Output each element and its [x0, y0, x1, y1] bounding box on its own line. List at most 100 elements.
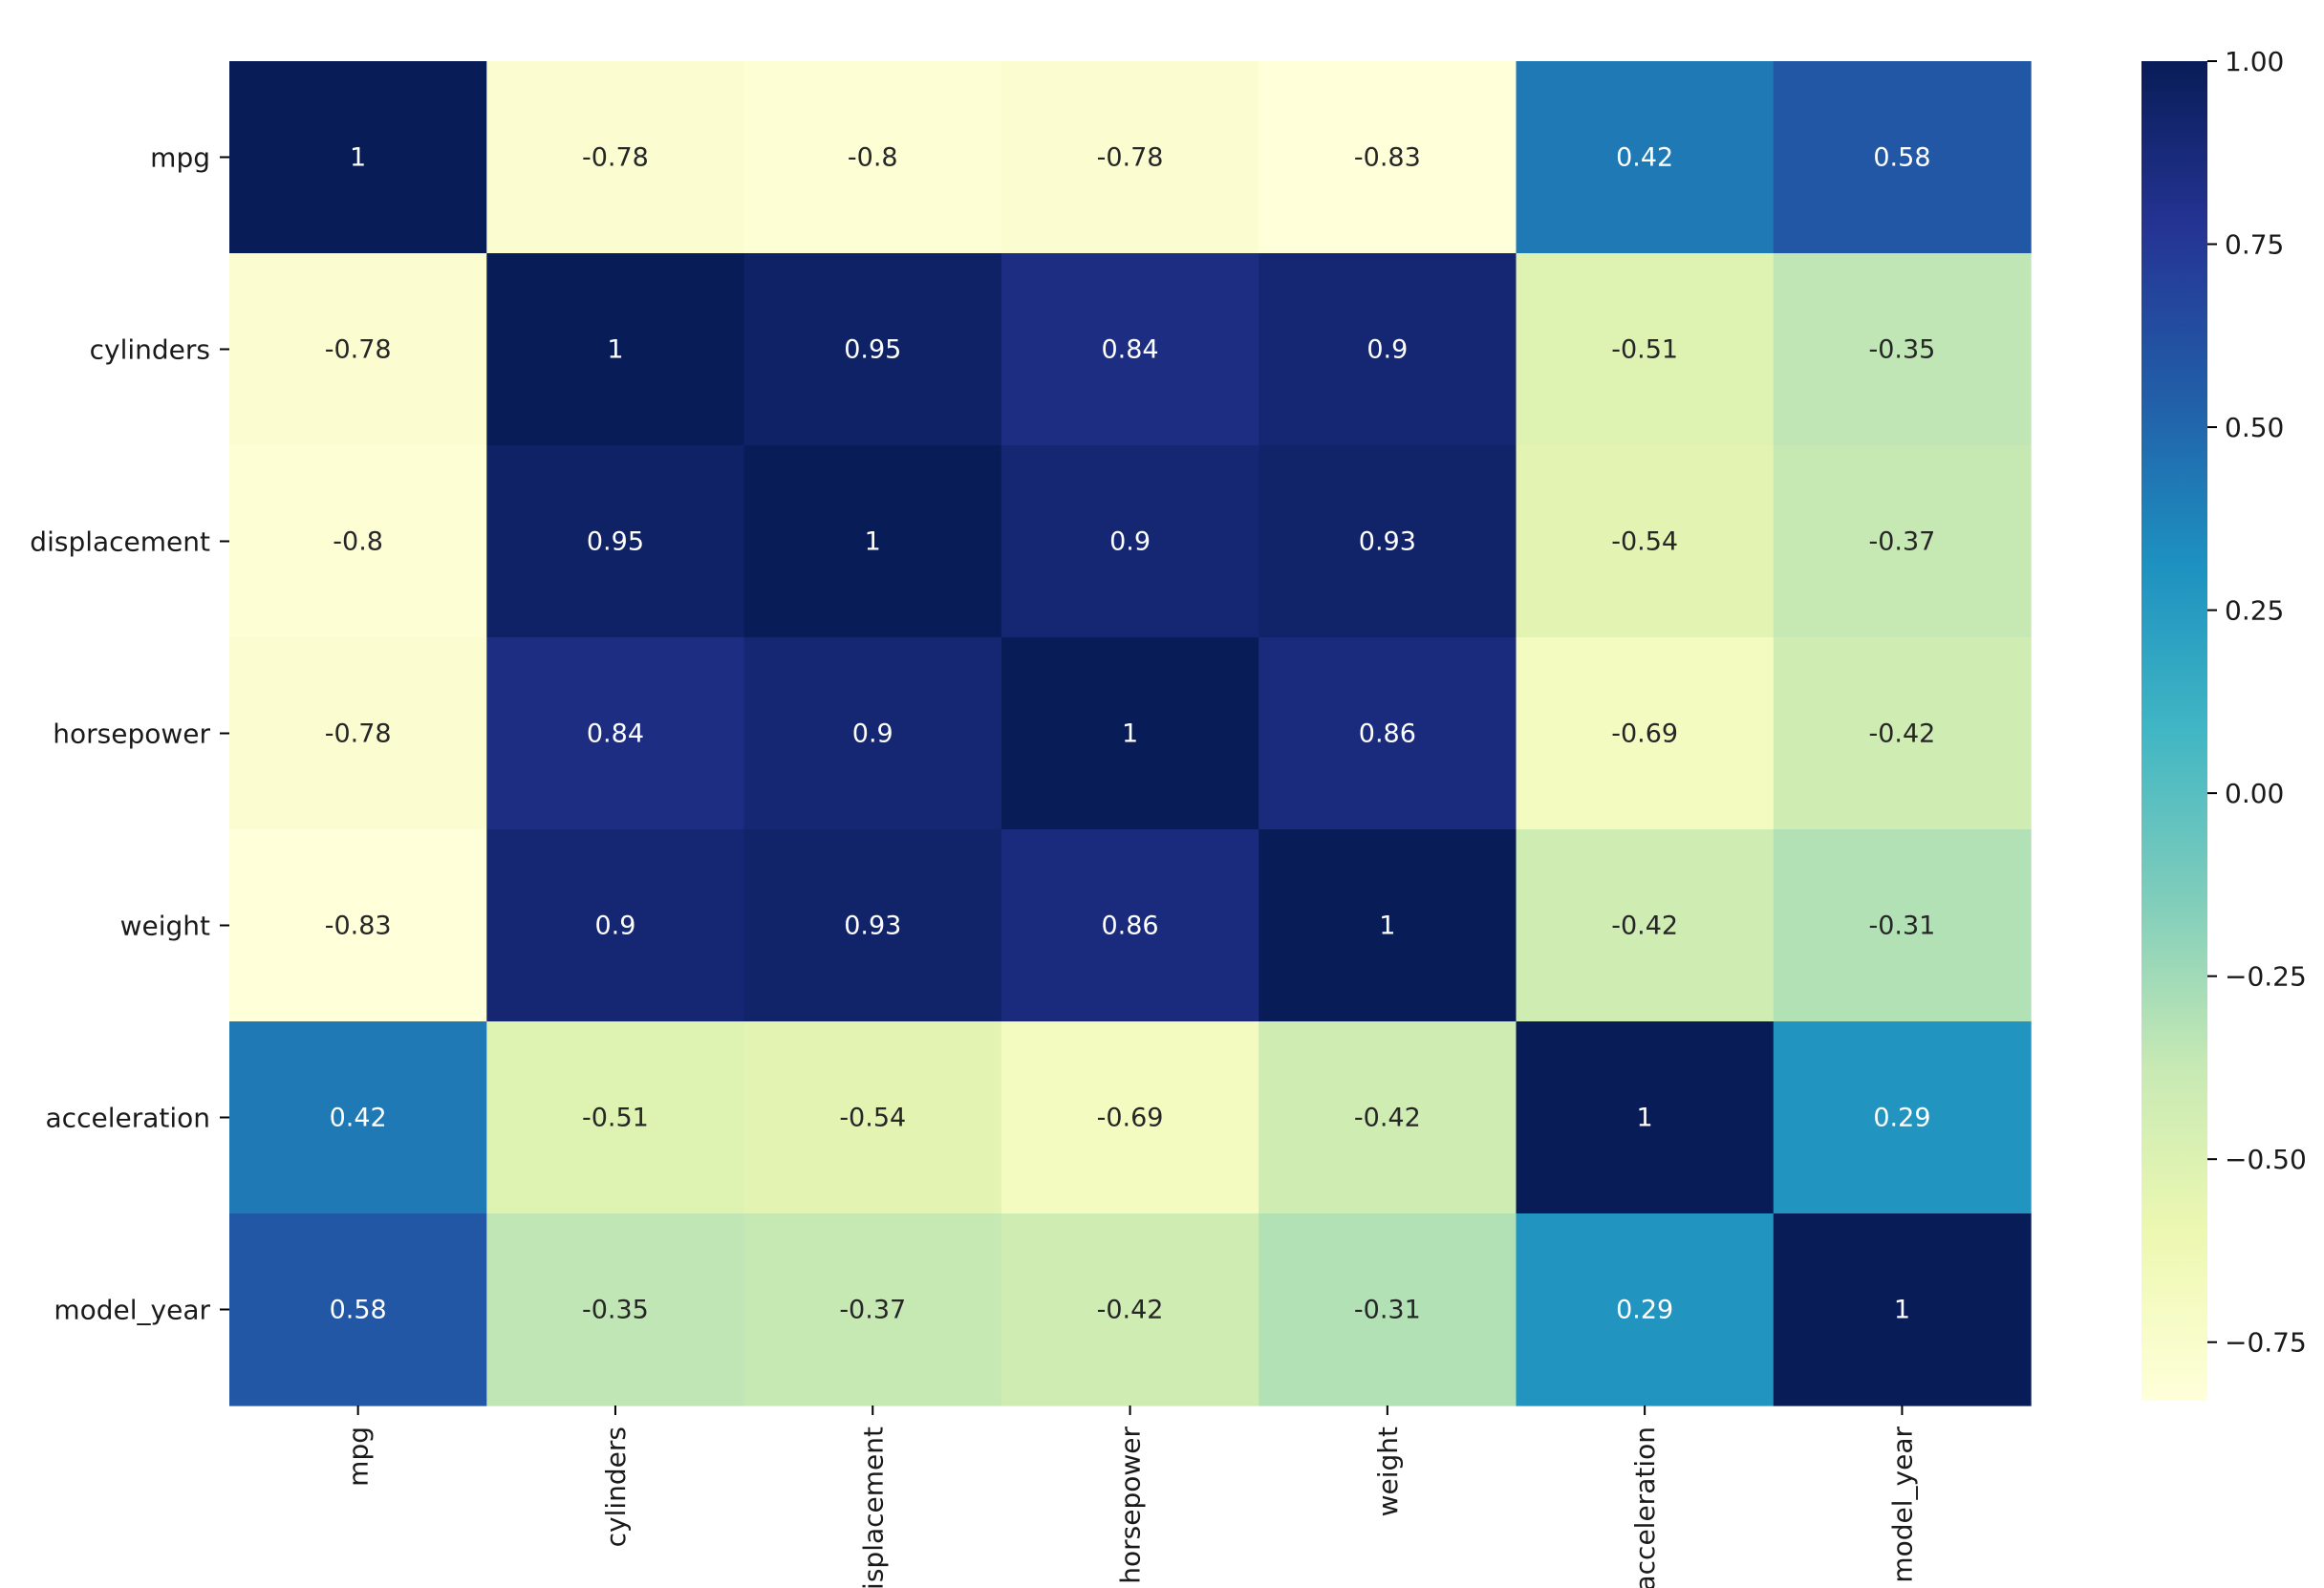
heatmap-cell-mpg-horsepower — [1001, 61, 1259, 254]
heatmap-cell-weight-model_year — [1773, 829, 2032, 1022]
cell-annotation: -0.8 — [333, 527, 383, 557]
heatmap-cell-displacement-horsepower — [1001, 445, 1259, 638]
y-tick-label: weight — [120, 911, 210, 942]
colorbar-gradient — [2141, 61, 2207, 1401]
heatmap-cell-model_year-horsepower — [1001, 1213, 1259, 1406]
colorbar-tick-label: −0.50 — [2225, 1144, 2307, 1175]
heatmap-cell-weight-acceleration — [1516, 829, 1775, 1022]
heatmap-cell-mpg-acceleration — [1516, 61, 1775, 254]
heatmap-cell-cylinders-cylinders — [486, 253, 745, 446]
heatmap-cell-acceleration-displacement — [743, 1021, 1002, 1214]
heatmap-cell-displacement-cylinders — [486, 445, 745, 638]
cell-annotation: -0.35 — [1869, 335, 1936, 365]
heatmap-cell-acceleration-model_year — [1773, 1021, 2032, 1214]
x-tick-label: acceleration — [1629, 1427, 1661, 1588]
cell-annotation: -0.51 — [582, 1104, 649, 1133]
y-tick-label: mpg — [150, 142, 210, 174]
heatmap-cell-model_year-displacement — [743, 1213, 1002, 1406]
heatmap-cell-displacement-weight — [1259, 445, 1517, 638]
colorbar-tick-label: 0.00 — [2225, 778, 2284, 809]
cell-annotation: -0.69 — [1611, 719, 1678, 749]
heatmap-cell-model_year-model_year — [1773, 1213, 2032, 1406]
cell-annotation: -0.78 — [1097, 143, 1164, 173]
heatmap-cell-cylinders-model_year — [1773, 253, 2032, 446]
cell-annotation: -0.78 — [582, 143, 649, 173]
heatmap-cell-model_year-mpg — [229, 1213, 487, 1406]
y-tick-label: cylinders — [90, 334, 210, 366]
heatmap-cell-mpg-weight — [1259, 61, 1517, 254]
cell-annotation: 0.86 — [1101, 912, 1158, 941]
cell-annotation: -0.31 — [1354, 1296, 1421, 1325]
heatmap-cell-weight-horsepower — [1001, 829, 1259, 1022]
colorbar-tick-label: 0.25 — [2225, 595, 2284, 627]
cell-annotation: 0.86 — [1359, 719, 1416, 749]
cell-annotation: -0.51 — [1611, 335, 1678, 365]
x-tick-label: weight — [1372, 1427, 1404, 1516]
heatmap-cell-model_year-acceleration — [1516, 1213, 1775, 1406]
heatmap-cell-weight-displacement — [743, 829, 1002, 1022]
cell-annotation: -0.31 — [1869, 912, 1936, 941]
heatmap-cell-model_year-weight — [1259, 1213, 1517, 1406]
cell-annotation: -0.54 — [1611, 527, 1678, 557]
heatmap-cell-horsepower-horsepower — [1001, 637, 1259, 830]
heatmap-cell-acceleration-cylinders — [486, 1021, 745, 1214]
heatmap-annotations: 1 -0.78 -0.8 -0.78 -0.83 0.42 0.58 -0.78 1 0.95 0.… — [325, 143, 1936, 1325]
heatmap-cell-horsepower-cylinders — [486, 637, 745, 830]
heatmap-cell-acceleration-weight — [1259, 1021, 1517, 1214]
heatmap-cell-cylinders-mpg — [229, 253, 487, 446]
x-tick-label: mpg — [343, 1427, 375, 1487]
cell-annotation: -0.37 — [839, 1296, 906, 1325]
heatmap-cell-horsepower-weight — [1259, 637, 1517, 830]
cell-annotation: 1 — [1637, 1104, 1653, 1133]
cell-annotation: 0.9 — [1366, 335, 1408, 365]
cell-annotation: 1 — [1894, 1296, 1910, 1325]
heatmap-cell-weight-cylinders — [486, 829, 745, 1022]
cell-annotation: 0.9 — [1109, 527, 1151, 557]
heatmap-cell-acceleration-acceleration — [1516, 1021, 1775, 1214]
heatmap-cell-cylinders-weight — [1259, 253, 1517, 446]
cell-annotation: -0.83 — [325, 912, 392, 941]
cell-annotation: 0.93 — [844, 912, 901, 941]
heatmap-cell-mpg-mpg — [229, 61, 487, 254]
cell-annotation: -0.78 — [325, 719, 392, 749]
heatmap-cell-displacement-model_year — [1773, 445, 2032, 638]
cell-annotation: -0.78 — [325, 335, 392, 365]
x-tick-label: horsepower — [1115, 1427, 1147, 1584]
x-axis: mpg cylinders isplacement horsepower weight a… — [343, 1406, 1918, 1588]
colorbar-tick-label: −0.75 — [2225, 1327, 2307, 1359]
heatmap-cell-horsepower-displacement — [743, 637, 1002, 830]
cell-annotation: 1 — [1122, 719, 1138, 749]
heatmap-cell-horsepower-acceleration — [1516, 637, 1775, 830]
cell-annotation: 0.9 — [852, 719, 893, 749]
colorbar-tick-label: 1.00 — [2225, 46, 2284, 77]
heatmap-cell-horsepower-model_year — [1773, 637, 2032, 830]
cell-annotation: 1 — [607, 335, 623, 365]
cell-annotation: -0.83 — [1354, 143, 1421, 173]
heatmap-cells — [229, 61, 2032, 1406]
cell-annotation: 0.58 — [1873, 143, 1930, 173]
cell-annotation: -0.42 — [1097, 1296, 1164, 1325]
heatmap-cell-model_year-cylinders — [486, 1213, 745, 1406]
cell-annotation: -0.42 — [1611, 912, 1678, 941]
x-tick-label: model_year — [1886, 1427, 1918, 1583]
cell-annotation: 0.29 — [1873, 1104, 1930, 1133]
y-axis: mpg cylinders displacement horsepower weight… — [30, 142, 229, 1326]
colorbar-tick-label: 0.50 — [2225, 412, 2284, 443]
cell-annotation: -0.54 — [839, 1104, 906, 1133]
x-tick-label: cylinders — [600, 1427, 632, 1547]
cell-annotation: 0.29 — [1616, 1296, 1673, 1325]
colorbar: 1.00 0.75 0.50 0.25 0.00 −0.25 −0.50 −0.75 — [2141, 46, 2307, 1401]
heatmap-cell-cylinders-horsepower — [1001, 253, 1259, 446]
cell-annotation: 0.95 — [587, 527, 644, 557]
cell-annotation: -0.42 — [1869, 719, 1936, 749]
cell-annotation: -0.8 — [848, 143, 898, 173]
heatmap-cell-displacement-mpg — [229, 445, 487, 638]
cell-annotation: -0.69 — [1097, 1104, 1164, 1133]
cell-annotation: 0.84 — [1101, 335, 1158, 365]
cell-annotation: -0.35 — [582, 1296, 649, 1325]
cell-annotation: -0.37 — [1869, 527, 1936, 557]
heatmap-cell-mpg-model_year — [1773, 61, 2032, 254]
cell-annotation: 1 — [865, 527, 881, 557]
heatmap-cell-acceleration-mpg — [229, 1021, 487, 1214]
